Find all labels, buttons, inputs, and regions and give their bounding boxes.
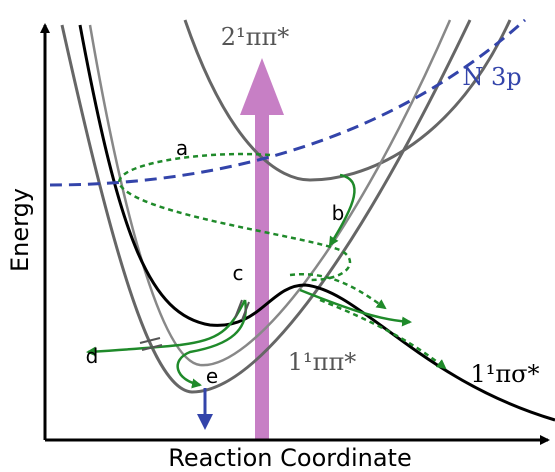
pathway-label: c: [233, 261, 244, 285]
state-label: 1¹πσ*: [470, 360, 539, 388]
crossing-marks: [139, 299, 250, 351]
decay-arrow-head: [197, 414, 213, 430]
x-axis-label: Reaction Coordinate: [168, 444, 411, 472]
upper-state-curve: [183, 19, 512, 182]
n3p-curve: [49, 18, 527, 187]
gray-curve-inner: [88, 19, 452, 367]
pathway-label: e: [206, 364, 218, 388]
y-axis-label: Energy: [6, 188, 34, 272]
pathways: [86, 152, 447, 389]
pathway-label: b: [332, 201, 345, 225]
gray-curve-outer: [60, 19, 472, 394]
pathway-label: a: [176, 136, 188, 160]
state-label: 2¹ππ*: [221, 23, 289, 51]
pathway-label: d: [86, 344, 99, 368]
state-label: N 3p: [462, 63, 521, 91]
excitation-arrow: [240, 58, 284, 440]
state-label: 1¹ππ*: [288, 348, 356, 376]
pisigma-curve: [78, 24, 555, 422]
